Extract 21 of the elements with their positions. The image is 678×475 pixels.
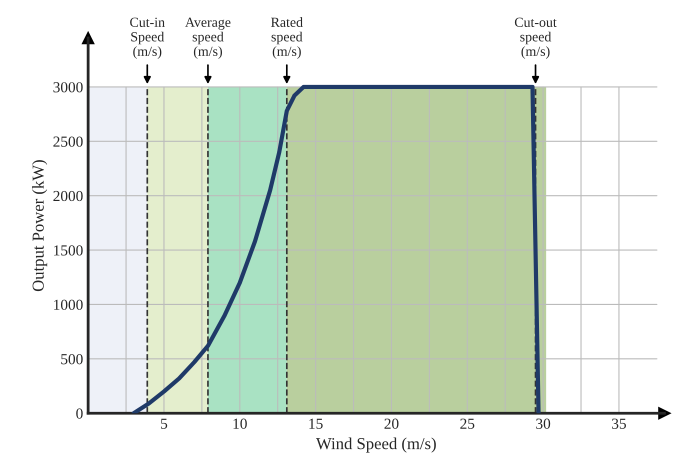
y-tick-label: 0 [76,408,83,419]
x-tick-label: 25 [460,418,474,429]
x-tick-label: 20 [384,418,399,429]
y-tick-label: 1500 [54,245,83,256]
y-tick-label: 2500 [53,136,83,147]
y-tick-label: 3000 [53,82,83,92]
ref-line-label: Average speed (m/s) [185,18,230,59]
ref-line-label: Cut-in Speed (m/s) [130,18,165,59]
x-tick-label: 30 [536,418,550,429]
y-axis-title: Output Power (kW) [32,160,48,292]
y-tick-label: 2000 [53,190,83,202]
x-tick-label: 15 [309,418,323,429]
y-tick-label: 500 [61,354,83,364]
x-tick-label: 35 [612,418,626,429]
x-tick-label: 5 [161,418,168,429]
line-series [132,84,541,414]
y-tick-label: 1000 [54,300,83,310]
x-axis-title: Wind Speed (m/s) [316,438,436,453]
ref-line-label: Cut-out speed (m/s) [514,18,557,59]
x-tick-label: 10 [234,418,247,429]
ref-line-label: Rated speed (m/s) [271,17,303,59]
